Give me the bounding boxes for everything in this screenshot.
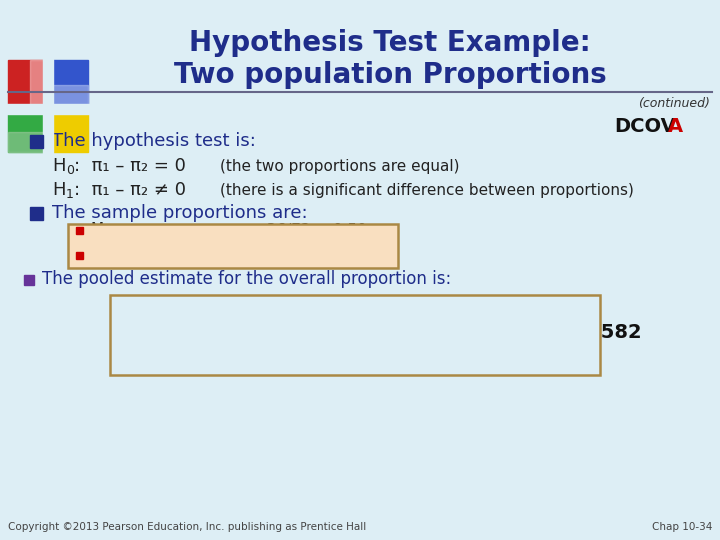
Text: 0.582: 0.582 [580,323,642,342]
Bar [24,275,34,285]
Bar [50,85,88,110]
Text: The pooled estimate for the overall proportion is:: The pooled estimate for the overall prop… [42,270,451,288]
Text: Chap 10-34: Chap 10-34 [652,522,712,532]
Text: (the two proportions are equal): (the two proportions are equal) [220,159,459,173]
Text: Men:: Men: [90,222,127,238]
Bar [8,112,46,152]
Text: 1: 1 [66,188,74,201]
Bar [8,60,46,110]
Text: A: A [668,118,683,137]
Text: DCOV: DCOV [614,118,676,137]
Text: 36+35: 36+35 [364,309,436,328]
Text: p: p [230,247,240,262]
Bar [76,252,83,259]
Text: 122: 122 [490,339,531,357]
Bar [43,56,53,156]
Text: Two population Proportions: Two population Proportions [174,61,606,89]
Text: The hypothesis test is:: The hypothesis test is: [52,132,256,150]
Text: Copyright ©2013 Pearson Education, Inc. publishing as Prentice Hall: Copyright ©2013 Pearson Education, Inc. … [8,522,366,532]
Bar [30,207,43,220]
Text: =: = [311,323,329,343]
Text: $X_1+X_2$: $X_1+X_2$ [207,309,272,329]
Text: = 35/50 = 0.70: = 35/50 = 0.70 [249,247,366,262]
Bar [50,60,88,110]
Bar [110,295,600,375]
Text: H: H [52,181,66,199]
Text: 2: 2 [242,255,249,265]
Text: p: p [230,222,240,238]
Text: Women:: Women: [90,247,153,262]
Bar [4,104,94,114]
Text: (continued): (continued) [638,97,710,110]
Text: (there is a significant difference between proportions): (there is a significant difference betwe… [220,183,634,198]
Text: =: = [543,323,561,343]
Text: 0: 0 [66,165,74,178]
Bar [30,135,43,148]
Text: $\bar{p}$: $\bar{p}$ [128,319,144,347]
Text: Hypothesis Test Example:: Hypothesis Test Example: [189,29,591,57]
Text: = 36/72 = 0.50: = 36/72 = 0.50 [249,222,366,238]
Text: H: H [52,157,66,175]
Text: 1: 1 [242,230,249,240]
Text: The sample proportions are:: The sample proportions are: [52,204,307,222]
Text: =: = [456,323,474,343]
Bar [76,227,83,234]
Bar [30,60,48,110]
Text: $n_1+n_2$: $n_1+n_2$ [209,339,271,357]
Bar [50,112,88,152]
Text: :  π₁ – π₂ = 0: : π₁ – π₂ = 0 [74,157,186,175]
Text: :  π₁ – π₂ ≠ 0: : π₁ – π₂ ≠ 0 [74,181,186,199]
Bar [68,224,398,268]
Bar [8,132,46,152]
Text: =: = [144,323,162,343]
Text: 71: 71 [496,309,523,328]
Text: 72+50: 72+50 [365,339,436,357]
